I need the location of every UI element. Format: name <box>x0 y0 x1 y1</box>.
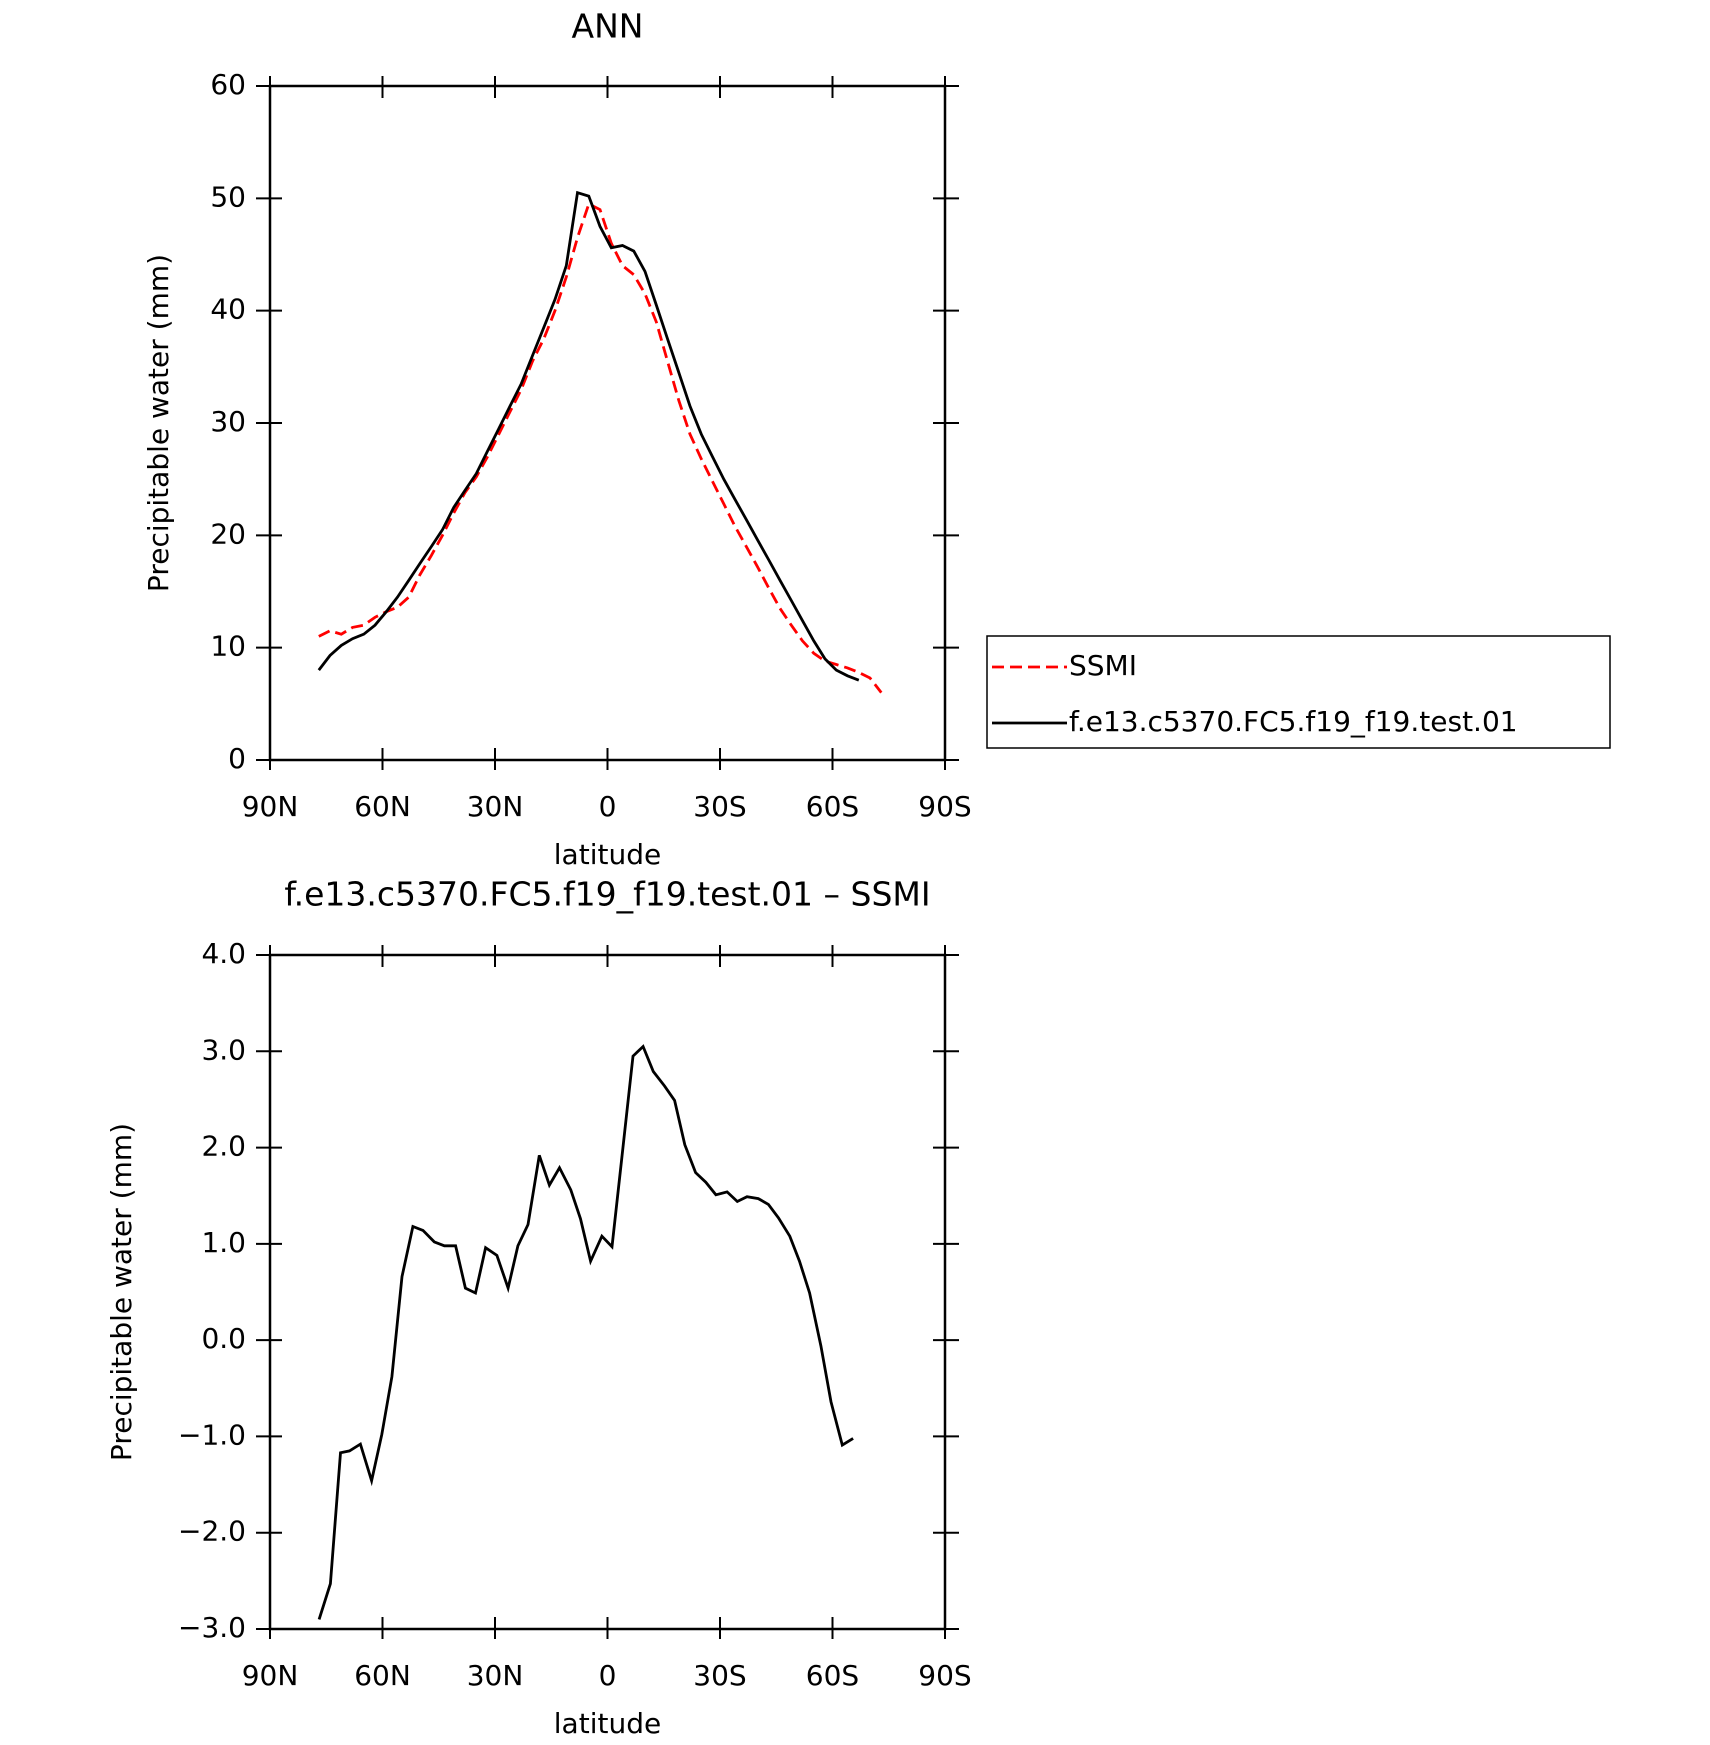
chart-title: f.e13.c5370.FC5.f19_f19.test.01 – SSMI <box>284 875 930 914</box>
y-tick-label: 10 <box>210 630 246 663</box>
y-axis-label: Precipitable water (mm) <box>105 1123 138 1461</box>
x-tick-label: 90N <box>242 1659 299 1692</box>
x-tick-label: 90S <box>918 790 971 823</box>
y-tick-label: 1.0 <box>201 1226 246 1259</box>
x-axis-label: latitude <box>554 1707 661 1740</box>
x-tick-label: 30N <box>467 790 524 823</box>
y-tick-label: 30 <box>210 405 246 438</box>
series-line <box>318 202 883 694</box>
x-tick-label: 60S <box>806 790 859 823</box>
y-tick-label: 50 <box>210 180 246 213</box>
x-tick-label: 90S <box>918 1659 971 1692</box>
legend-box <box>986 635 1611 749</box>
plot-frame <box>268 953 947 1631</box>
plot-frame <box>268 84 947 762</box>
series-line <box>317 190 860 682</box>
x-tick-label: 60N <box>354 790 411 823</box>
x-tick-label: 60S <box>806 1659 859 1692</box>
legend-label: f.e13.c5370.FC5.f19_f19.test.01 <box>1069 705 1518 738</box>
y-tick-label: 40 <box>210 293 246 326</box>
y-tick-label: 2.0 <box>201 1130 246 1163</box>
y-tick-label: −1.0 <box>178 1418 246 1451</box>
x-tick-label: 90N <box>242 790 299 823</box>
y-tick-label: 0 <box>228 742 246 775</box>
y-tick-label: −2.0 <box>178 1515 246 1548</box>
legend-label: SSMI <box>1069 649 1137 682</box>
series-line <box>317 1044 854 1620</box>
y-axis-label: Precipitable water (mm) <box>142 254 175 592</box>
y-tick-label: 60 <box>210 68 246 101</box>
y-tick-label: 0.0 <box>201 1322 246 1355</box>
y-tick-label: 20 <box>210 517 246 550</box>
chart-title: ANN <box>572 7 644 46</box>
x-tick-label: 60N <box>354 1659 411 1692</box>
x-tick-label: 30N <box>467 1659 524 1692</box>
y-tick-label: 4.0 <box>201 937 246 970</box>
y-tick-label: 3.0 <box>201 1033 246 1066</box>
x-axis-label: latitude <box>554 838 661 871</box>
x-tick-label: 30S <box>693 790 746 823</box>
x-tick-label: 0 <box>599 790 617 823</box>
x-tick-label: 0 <box>599 1659 617 1692</box>
y-tick-label: −3.0 <box>178 1611 246 1644</box>
x-tick-label: 30S <box>693 1659 746 1692</box>
